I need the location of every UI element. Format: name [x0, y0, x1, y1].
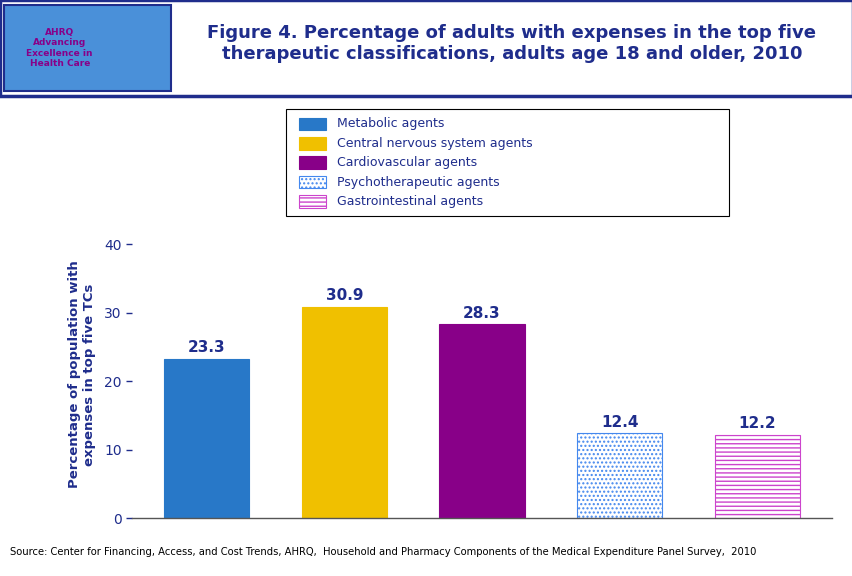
- Bar: [299, 156, 325, 169]
- Text: Psychotherapeutic agents: Psychotherapeutic agents: [337, 176, 498, 188]
- Text: Metabolic agents: Metabolic agents: [337, 118, 444, 131]
- Text: Gastrointestinal agents: Gastrointestinal agents: [337, 195, 482, 208]
- Bar: [576, 433, 661, 518]
- Text: Figure 4. Percentage of adults with expenses in the top five
therapeutic classif: Figure 4. Percentage of adults with expe…: [207, 24, 815, 63]
- Text: 28.3: 28.3: [463, 306, 500, 321]
- Bar: [4, 5, 170, 92]
- Bar: [439, 324, 524, 518]
- Text: 30.9: 30.9: [325, 288, 363, 303]
- Bar: [299, 176, 325, 188]
- Text: 12.2: 12.2: [738, 416, 775, 431]
- Bar: [164, 359, 249, 518]
- Y-axis label: Percentage of population with
expenses in top five TCs: Percentage of population with expenses i…: [68, 260, 95, 488]
- Bar: [714, 435, 799, 518]
- Bar: [299, 137, 325, 150]
- Bar: [299, 195, 325, 208]
- Text: Source: Center for Financing, Access, and Cost Trends, AHRQ,  Household and Phar: Source: Center for Financing, Access, an…: [10, 547, 756, 556]
- Bar: [302, 306, 387, 518]
- Bar: [299, 118, 325, 130]
- Text: 12.4: 12.4: [600, 415, 637, 430]
- Text: 23.3: 23.3: [187, 340, 225, 355]
- Text: AHRQ
Advancing
Excellence in
Health Care: AHRQ Advancing Excellence in Health Care: [26, 28, 93, 68]
- Text: Central nervous system agents: Central nervous system agents: [337, 137, 532, 150]
- Text: Cardiovascular agents: Cardiovascular agents: [337, 156, 476, 169]
